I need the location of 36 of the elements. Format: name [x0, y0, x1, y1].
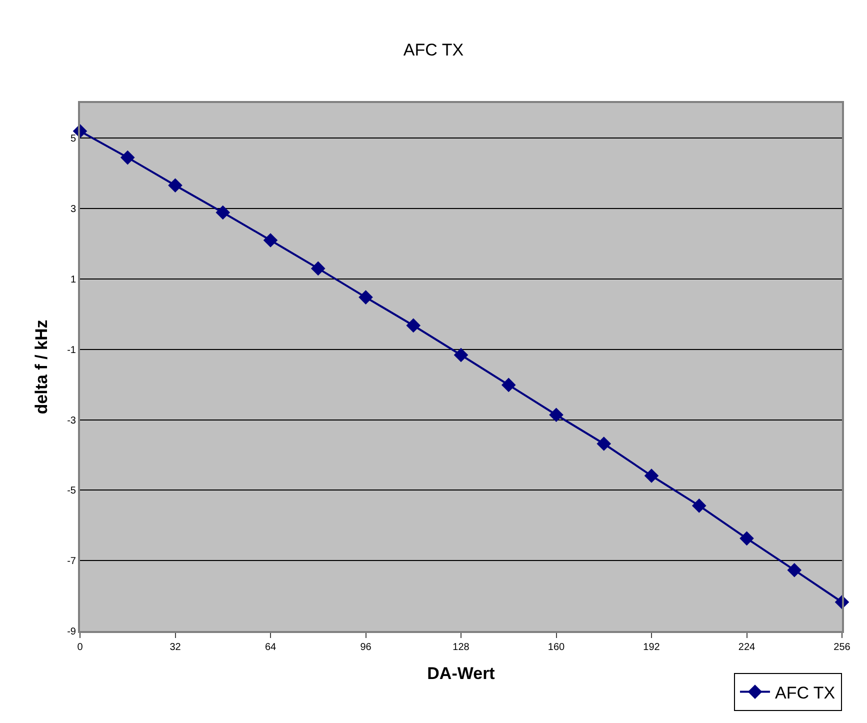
- y-tick-label: -1: [67, 344, 76, 356]
- y-tick-label: 1: [70, 274, 76, 286]
- x-tick-label: 0: [77, 642, 84, 653]
- point: [501, 378, 516, 392]
- point: [216, 205, 230, 220]
- x-tick-label: 160: [548, 642, 566, 653]
- point: [549, 408, 564, 422]
- point: [310, 261, 326, 276]
- point: [454, 348, 468, 362]
- x-tick-label: 96: [360, 642, 372, 653]
- point: [740, 531, 754, 546]
- y-tick-label: -7: [67, 556, 76, 568]
- y-tick-label: -9: [67, 626, 76, 638]
- point: [644, 468, 659, 483]
- x-tick-label: 64: [264, 642, 276, 653]
- point: [168, 178, 182, 193]
- y-tick-label: 5: [70, 134, 76, 145]
- point: [596, 436, 612, 451]
- point: [692, 498, 706, 513]
- chart-title: AFC TX: [403, 40, 464, 60]
- x-tick-label: 256: [834, 642, 851, 653]
- y-axis-title: delta f / kHz: [32, 320, 52, 414]
- y-tick-label: 3: [70, 204, 76, 216]
- x-tick-label: 192: [643, 642, 660, 653]
- x-axis-title: DA-Wert: [427, 664, 496, 683]
- point: [406, 318, 421, 333]
- legend-label: AFC TX: [775, 683, 836, 702]
- point: [120, 150, 135, 165]
- point: [787, 562, 802, 578]
- x-tick-label: 224: [738, 642, 756, 653]
- x-tick-label: 32: [170, 642, 182, 653]
- y-tick-label: -3: [67, 415, 76, 426]
- point: [263, 233, 278, 248]
- x-tick-label: 128: [452, 642, 470, 653]
- y-tick-label: -5: [67, 486, 76, 497]
- point: [358, 290, 373, 304]
